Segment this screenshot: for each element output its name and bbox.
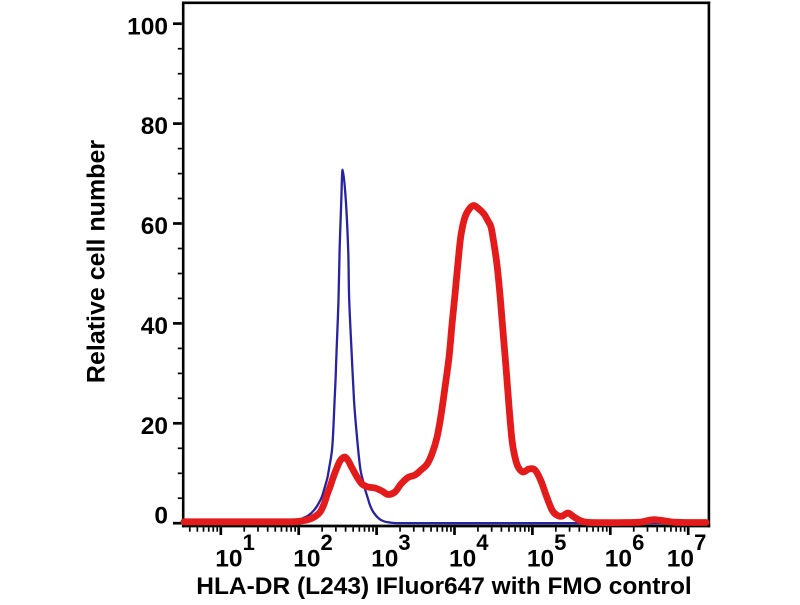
svg-text:0: 0 <box>154 502 168 529</box>
svg-text:100: 100 <box>127 13 168 40</box>
svg-text:Relative cell number: Relative cell number <box>83 140 111 383</box>
svg-text:40: 40 <box>141 313 168 340</box>
svg-text:80: 80 <box>141 113 168 140</box>
svg-text:HLA-DR (L243) IFluor647 with F: HLA-DR (L243) IFluor647 with FMO control <box>196 573 691 600</box>
svg-text:20: 20 <box>141 413 168 440</box>
svg-text:60: 60 <box>141 213 168 240</box>
